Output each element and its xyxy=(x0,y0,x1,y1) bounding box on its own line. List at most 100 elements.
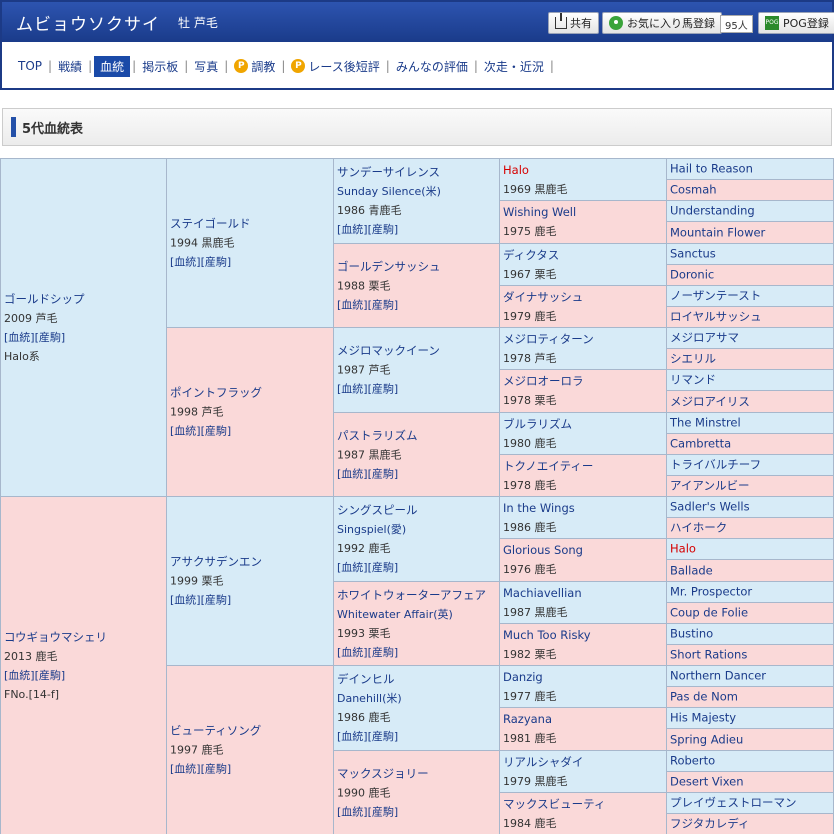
share-button[interactable]: 共有 xyxy=(548,12,599,34)
horse-link[interactable]: ダイナサッシュ xyxy=(503,289,584,304)
horse-link[interactable]: Mr. Prospector xyxy=(670,584,753,599)
horse-link[interactable]: ビューティソング xyxy=(170,723,262,738)
nav-item-3[interactable]: 掲示板 xyxy=(138,58,182,75)
produce-link[interactable]: [産駒] xyxy=(200,593,232,607)
nav-item-8[interactable]: 次走・近況 xyxy=(480,58,548,75)
horse-link[interactable]: パストラリズム xyxy=(337,428,418,442)
produce-link[interactable]: [産駒] xyxy=(34,330,66,344)
horse-foreign-name[interactable]: Sunday Silence(米) xyxy=(337,185,441,198)
horse-link[interactable]: サンデーサイレンス xyxy=(337,165,441,179)
pedigree-link[interactable]: [血統] xyxy=(170,593,201,607)
horse-link[interactable]: Machiavellian xyxy=(503,585,582,600)
horse-link[interactable]: Wishing Well xyxy=(503,205,577,219)
nav-item-1[interactable]: 戦績 xyxy=(54,58,86,75)
horse-link[interactable]: メジロアサマ xyxy=(670,330,739,345)
horse-link[interactable]: Cambretta xyxy=(670,436,732,451)
produce-link[interactable]: [産駒] xyxy=(34,668,66,682)
horse-foreign-name[interactable]: Danehill(米) xyxy=(337,692,402,705)
horse-link[interactable]: The Minstrel xyxy=(670,415,741,430)
horse-link[interactable]: Pas de Nom xyxy=(670,689,738,704)
horse-link[interactable]: リマンド xyxy=(670,372,716,387)
produce-link[interactable]: [産駒] xyxy=(367,805,399,818)
horse-link[interactable]: Danzig xyxy=(503,669,543,684)
produce-link[interactable]: [産駒] xyxy=(367,467,399,480)
favorite-horse-button[interactable]: お気に入り馬登録 xyxy=(602,12,722,34)
produce-link[interactable]: [産駒] xyxy=(367,730,399,743)
produce-link[interactable]: [産駒] xyxy=(200,424,232,438)
horse-link[interactable]: リアルシャダイ xyxy=(503,754,584,769)
horse-link[interactable]: Ballade xyxy=(670,563,713,577)
pog-register-button[interactable]: POG POG登録 xyxy=(758,12,834,34)
horse-link[interactable]: メジロティターン xyxy=(503,331,594,346)
pedigree-link[interactable]: [血統] xyxy=(337,730,368,743)
horse-link[interactable]: フジタカレディ xyxy=(670,816,750,831)
pedigree-link[interactable]: [血統] xyxy=(337,382,368,396)
horse-link[interactable]: ステイゴールド xyxy=(170,216,251,231)
pedigree-link[interactable]: [血統] xyxy=(170,255,201,269)
pedigree-link[interactable]: [血統] xyxy=(4,668,35,682)
horse-link[interactable]: Bustino xyxy=(670,626,714,641)
horse-foreign-name[interactable]: Whitewater Affair(英) xyxy=(337,607,453,621)
horse-link[interactable]: Roberto xyxy=(670,753,716,768)
horse-link[interactable]: Glorious Song xyxy=(503,543,583,557)
horse-link[interactable]: Northern Dancer xyxy=(670,668,767,683)
horse-link[interactable]: Coup de Folie xyxy=(670,605,749,620)
nav-item-5[interactable]: P 調教 xyxy=(230,58,279,75)
pedigree-link[interactable]: [血統] xyxy=(337,298,368,311)
horse-link[interactable]: Short Rations xyxy=(670,647,748,662)
horse-link[interactable]: ゴールデンサッシュ xyxy=(337,259,441,273)
horse-link[interactable]: Razyana xyxy=(503,712,553,726)
produce-link[interactable]: [産駒] xyxy=(367,382,399,396)
horse-link[interactable]: Mountain Flower xyxy=(670,225,766,239)
horse-link[interactable]: シングスピール xyxy=(337,503,418,517)
horse-link[interactable]: メジロマックイーン xyxy=(337,343,440,358)
horse-link[interactable]: In the Wings xyxy=(503,500,575,515)
horse-link[interactable]: メジロアイリス xyxy=(670,394,750,408)
horse-link[interactable]: Sadler's Wells xyxy=(670,499,750,514)
horse-link[interactable]: Understanding xyxy=(670,203,755,218)
produce-link[interactable]: [産駒] xyxy=(200,762,232,776)
horse-link[interactable]: シエリル xyxy=(670,351,716,366)
pedigree-link[interactable]: [血統] xyxy=(170,762,201,776)
horse-link[interactable]: Hail to Reason xyxy=(670,161,753,176)
horse-link[interactable]: コウギョウマシェリ xyxy=(4,629,108,644)
nav-item-7[interactable]: みんなの評価 xyxy=(392,58,472,75)
horse-link[interactable]: アイアンルビー xyxy=(670,478,750,493)
horse-link[interactable]: ブルラリズム xyxy=(503,416,572,431)
horse-link[interactable]: Spring Adieu xyxy=(670,732,744,746)
pedigree-link[interactable]: [血統] xyxy=(170,424,201,438)
horse-link[interactable]: アサクサデンエン xyxy=(170,554,262,569)
horse-link[interactable]: マックスジョリー xyxy=(337,766,429,780)
pedigree-link[interactable]: [血統] xyxy=(337,645,368,659)
pedigree-link[interactable]: [血統] xyxy=(4,330,35,344)
horse-link[interactable]: Desert Vixen xyxy=(670,774,744,789)
horse-link[interactable]: Doronic xyxy=(670,267,715,282)
produce-link[interactable]: [産駒] xyxy=(367,298,399,311)
horse-link[interactable]: ディクタス xyxy=(503,247,560,262)
produce-link[interactable]: [産駒] xyxy=(367,223,399,236)
pedigree-link[interactable]: [血統] xyxy=(337,561,368,574)
horse-link[interactable]: ノーザンテースト xyxy=(670,288,762,303)
horse-link[interactable]: Halo xyxy=(503,162,529,177)
horse-link[interactable]: Much Too Risky xyxy=(503,627,591,642)
nav-item-2[interactable]: 血統 xyxy=(94,55,131,77)
horse-foreign-name[interactable]: Singspiel(愛) xyxy=(337,523,407,536)
horse-link[interactable]: ロイヤルサッシュ xyxy=(670,309,762,324)
pedigree-link[interactable]: [血統] xyxy=(337,805,368,818)
horse-link[interactable]: ホワイトウォーターアフェア xyxy=(337,587,487,602)
horse-link[interactable]: ゴールドシップ xyxy=(4,291,85,306)
horse-link[interactable]: プレイヴェストローマン xyxy=(670,795,797,810)
nav-item-4[interactable]: 写真 xyxy=(190,58,222,75)
nav-item-0[interactable]: TOP xyxy=(14,59,46,73)
produce-link[interactable]: [産駒] xyxy=(367,645,399,659)
horse-link[interactable]: メジロオーロラ xyxy=(503,374,584,388)
horse-link[interactable]: トクノエイティー xyxy=(503,458,594,473)
horse-link[interactable]: トライバルチーフ xyxy=(670,457,762,472)
horse-link[interactable]: デインヒル xyxy=(337,672,395,686)
produce-link[interactable]: [産駒] xyxy=(367,561,399,574)
pedigree-link[interactable]: [血統] xyxy=(337,467,368,480)
produce-link[interactable]: [産駒] xyxy=(200,255,232,269)
horse-link[interactable]: ハイホーク xyxy=(670,520,728,535)
horse-link[interactable]: Halo xyxy=(670,541,696,556)
horse-link[interactable]: Sanctus xyxy=(670,246,716,261)
